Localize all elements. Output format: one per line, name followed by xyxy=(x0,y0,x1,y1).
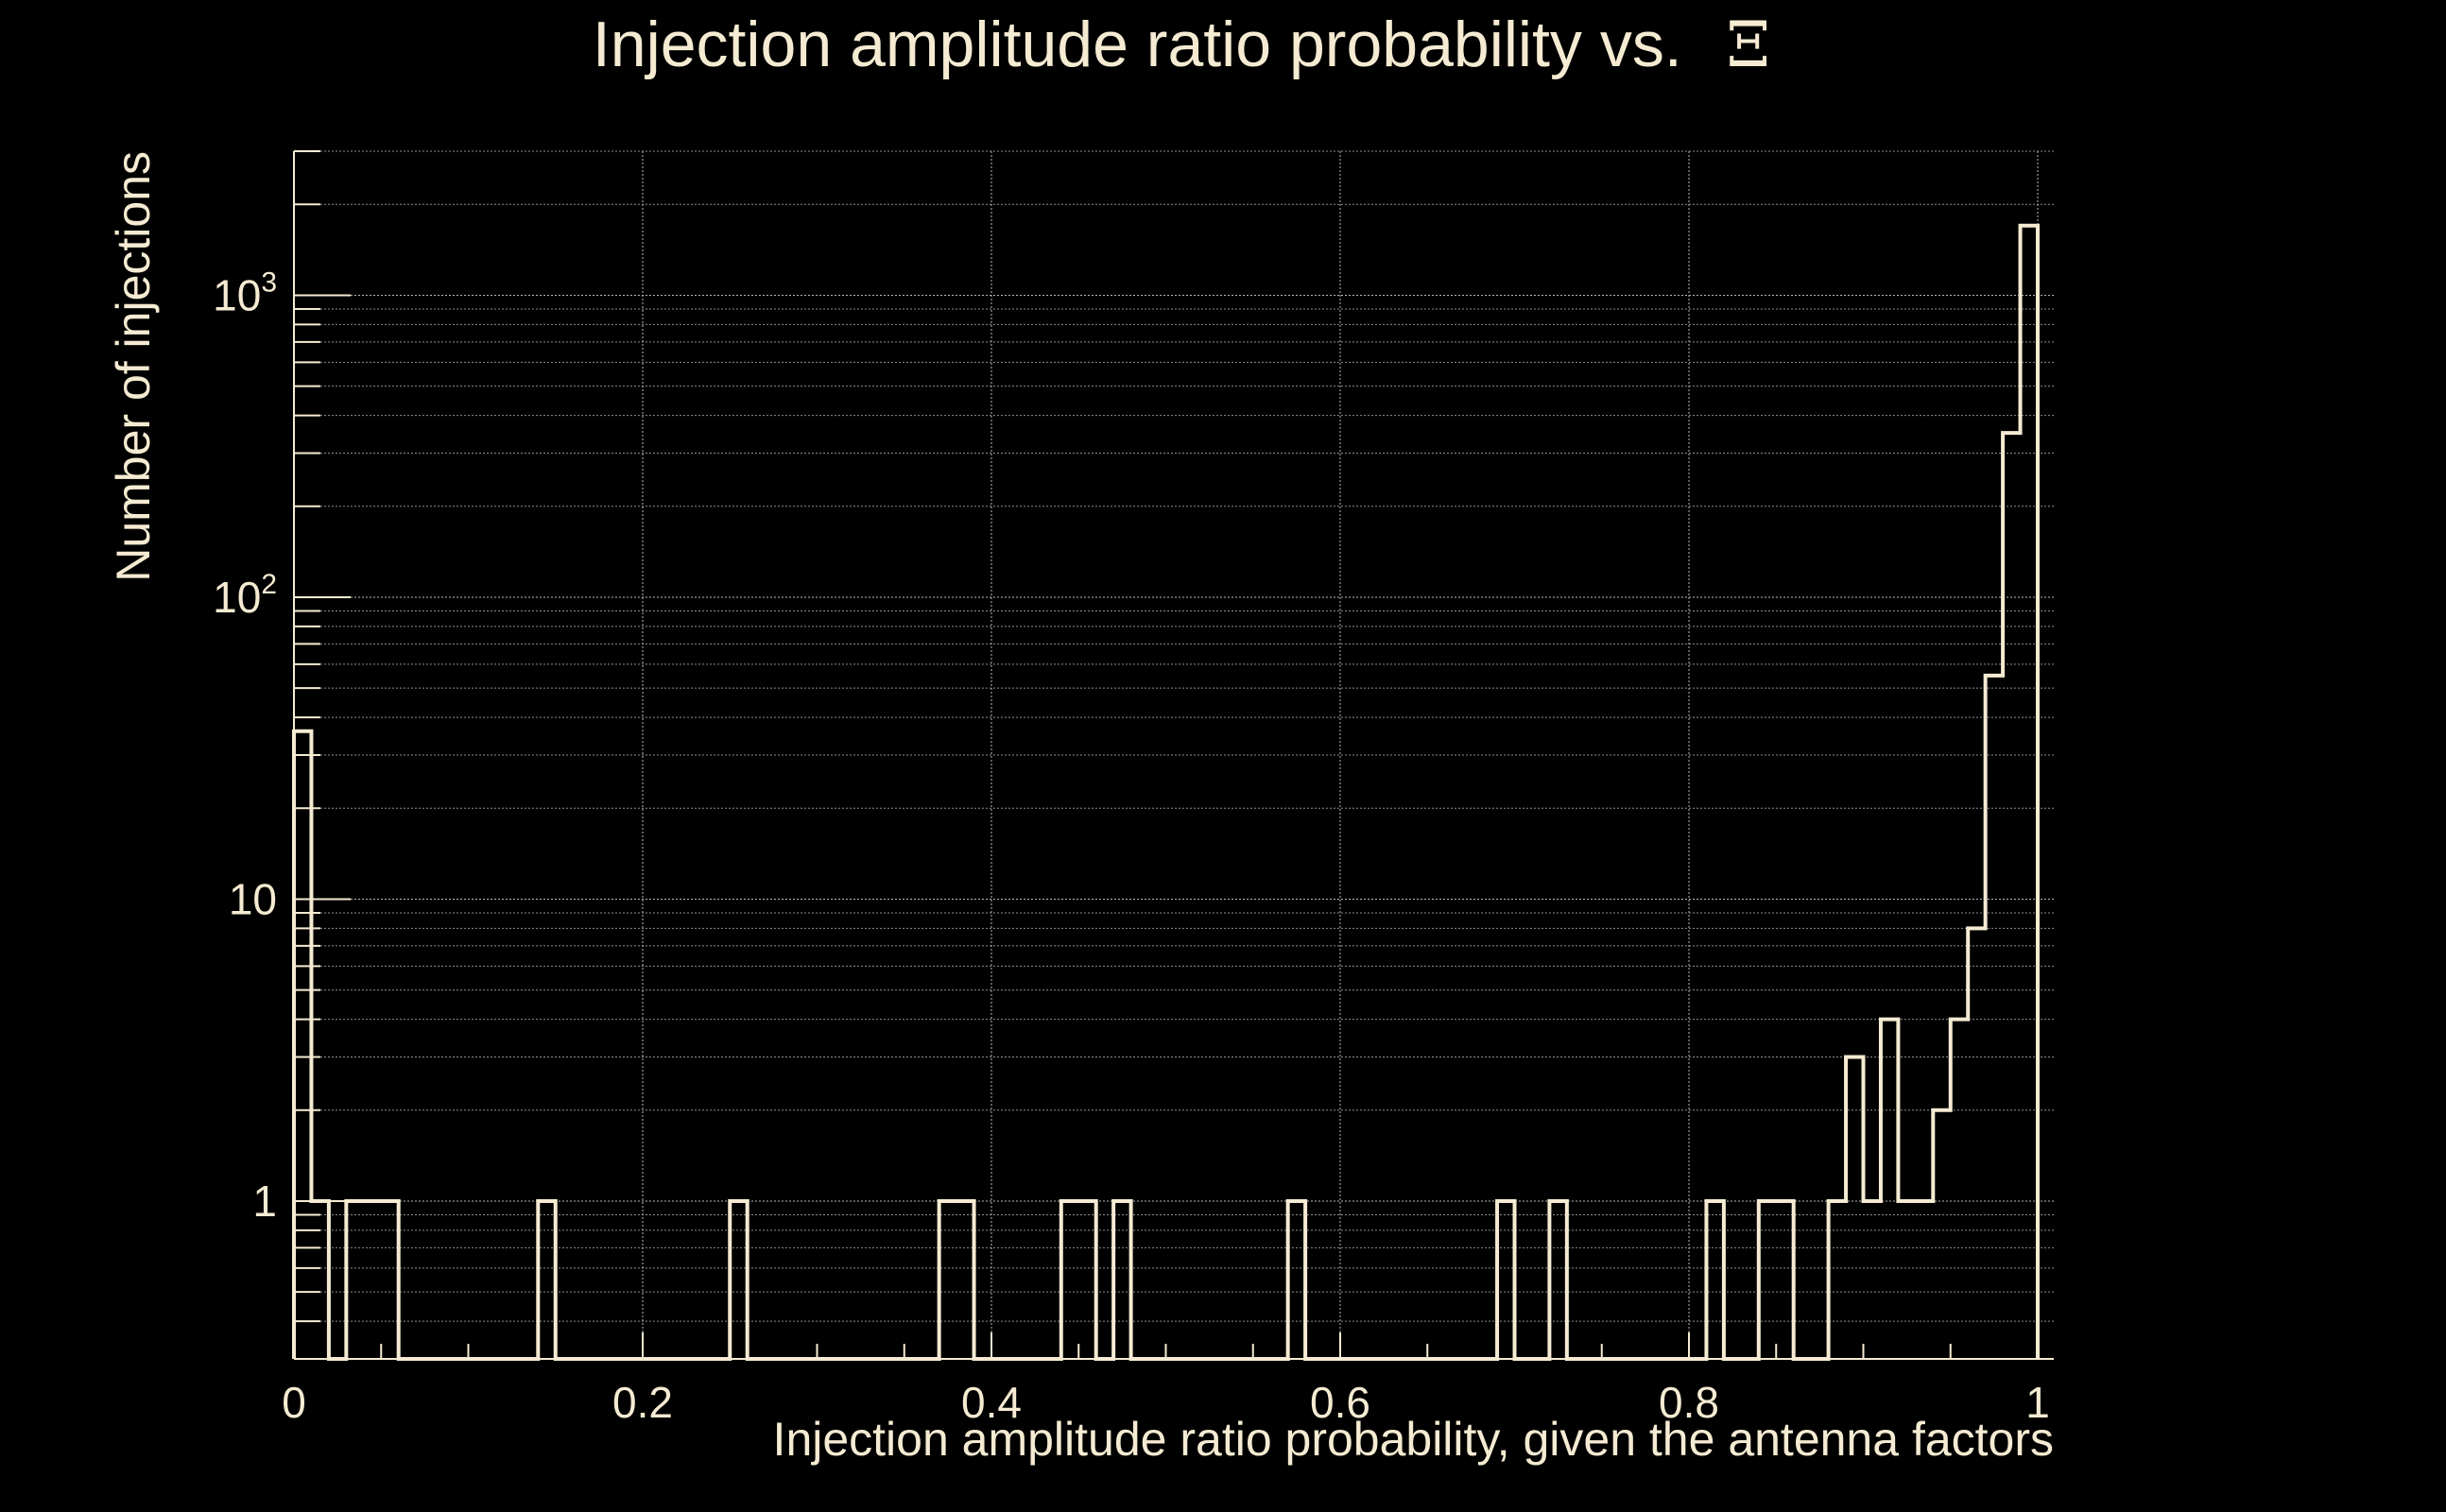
histogram-bin xyxy=(1881,1020,1898,1359)
histogram-bin xyxy=(1846,1057,1863,1360)
histogram-bin xyxy=(1986,676,2003,1359)
histogram-bin xyxy=(1759,1201,1776,1359)
histogram-bin xyxy=(346,1201,363,1359)
y-axis-label: Number of injections xyxy=(107,151,160,582)
x-axis-ticks: 0 0.2 0.4 0.6 0.8 1 xyxy=(282,1332,2050,1427)
histogram-bin xyxy=(939,1201,956,1359)
y-tick-label: 10 xyxy=(229,874,277,923)
chart-title: Injection amplitude ratio probability vs… xyxy=(593,9,1770,81)
histogram-bin xyxy=(1549,1201,1566,1359)
histogram-bin xyxy=(364,1201,381,1359)
x-tick-label: 0.2 xyxy=(612,1378,673,1427)
histogram-bin xyxy=(1706,1201,1723,1359)
histogram-bin xyxy=(2021,226,2038,1359)
chart-title-symbol: Ξ xyxy=(1727,9,1770,81)
x-tick-label: 0.8 xyxy=(1659,1378,1719,1427)
histogram-bin xyxy=(2003,433,2020,1359)
y-tick-label: 1 xyxy=(252,1177,277,1226)
histogram-bin xyxy=(1113,1201,1130,1359)
histogram-bin xyxy=(1898,1201,1915,1359)
histogram-bin xyxy=(1288,1201,1305,1359)
histogram-bin xyxy=(294,731,311,1359)
x-tick-label: 0.6 xyxy=(1310,1378,1370,1427)
x-tick-label: 0.4 xyxy=(961,1378,1022,1427)
axes xyxy=(293,151,2054,1360)
histogram-bin xyxy=(730,1201,747,1359)
histogram-bin xyxy=(311,1201,328,1359)
histogram-bin xyxy=(1061,1201,1078,1359)
histogram-bin xyxy=(381,1201,398,1359)
y-axis-ticks: 1 10 102 103 xyxy=(213,150,351,1360)
x-tick-label: 1 xyxy=(2025,1378,2050,1427)
histogram-bin xyxy=(1776,1201,1793,1359)
chart-title-text: Injection amplitude ratio probability vs… xyxy=(593,9,1682,80)
histogram-bin xyxy=(1916,1201,1933,1359)
histogram-bin xyxy=(1864,1201,1881,1359)
x-axis-label: Injection amplitude ratio probability, g… xyxy=(773,1413,2054,1466)
histogram-bins xyxy=(292,223,2040,1361)
histogram-bin xyxy=(1829,1201,1846,1359)
x-tick-label: 0 xyxy=(282,1378,306,1427)
histogram-bin xyxy=(956,1201,973,1359)
histogram-outline xyxy=(292,223,2040,1361)
histogram-bin xyxy=(1968,928,1985,1359)
histogram-bin xyxy=(1078,1201,1095,1359)
y-tick-label: 102 xyxy=(213,569,277,622)
y-tick-label: 103 xyxy=(213,266,277,319)
histogram-bin xyxy=(1951,1020,1968,1359)
histogram-bin xyxy=(538,1201,555,1359)
histogram-bin xyxy=(1497,1201,1514,1359)
grid-lines xyxy=(293,150,2054,1360)
